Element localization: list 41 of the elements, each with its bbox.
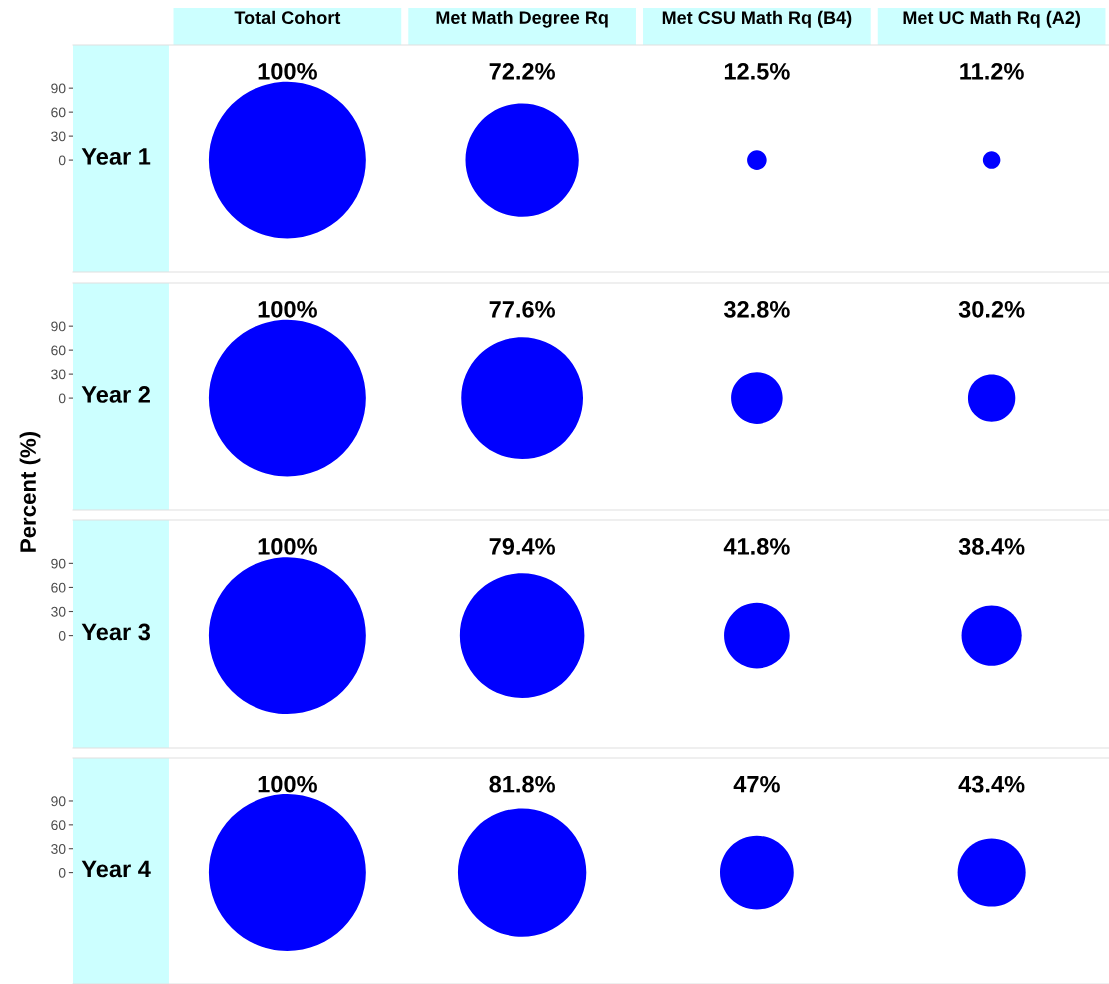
annotation: 100% [258,538,317,555]
y-axis-title: Year 4 [81,860,151,878]
y-axis-title: Year 3 [81,623,151,641]
annotation: 11.2% [960,62,1024,80]
y-tick-label: 90 [51,796,66,807]
annotation: 32.8% [723,300,790,318]
x-tick-label: Total Cohort [234,10,341,25]
y-tick-label: 30 [51,369,66,380]
y-tick-label: 90 [51,321,66,332]
y-tick-label: 0 [58,155,66,166]
y-tick-label: 0 [58,393,66,404]
annotation: 38.4% [958,538,1025,555]
x-tick-label: Met CSU Math Rq (B4) [662,10,852,28]
annotation: 100% [258,775,317,793]
y-tick-label: 60 [51,107,66,118]
y-tick-label: 30 [51,844,66,854]
x-tick-label: Met UC Math Rq (A2) [903,10,1080,28]
annotation: 77.6% [489,300,555,318]
y-axis-title: Year 1 [81,148,151,165]
annotation: 79.4% [489,538,555,555]
annotation: 47% [733,775,780,793]
y-tick-label: 90 [51,558,66,569]
y-tick-label: 0 [58,630,66,641]
y-tick-label: 0 [58,867,66,878]
y-tick-label: 60 [51,820,66,831]
y-tick-label: 60 [51,345,66,356]
annotation: 72.2% [489,62,555,80]
annotation: 12.5% [724,62,790,80]
annotation: 100% [258,300,317,318]
text: Percent (%) [19,431,41,552]
annotation: 43.4% [958,775,1025,793]
y-tick-label: 60 [51,582,66,593]
y-axis-title: Year 2 [81,386,150,403]
y-tick-label: 30 [51,131,66,142]
annotation: 41.8% [723,538,790,555]
y-tick-label: 30 [51,606,66,617]
annotation: 81.8% [489,775,555,793]
annotation: 100% [258,62,317,80]
x-tick-label: Met Math Degree Rq [436,10,608,28]
annotation: 30.2% [958,300,1025,318]
y-tick-label: 90 [51,83,66,94]
